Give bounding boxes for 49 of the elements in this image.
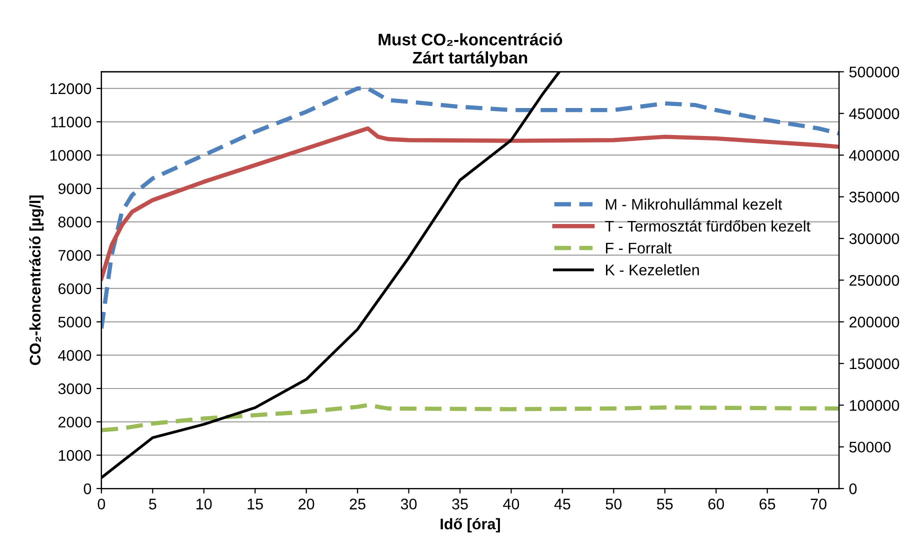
y-axis-title: CO₂-koncentráció [µg/l] xyxy=(29,196,44,365)
chart-title: Must CO₂-koncentráció Zárt tartályban xyxy=(378,33,562,67)
y-tick-label: 10000 xyxy=(50,150,92,161)
x-tick-label: 70 xyxy=(810,498,826,510)
y2-tick-label: 150000 xyxy=(850,358,900,370)
y-tick-label: 11000 xyxy=(52,116,92,128)
y-tick-label: 6000 xyxy=(58,283,92,294)
y-tick-label: 9000 xyxy=(58,183,92,194)
x-tick-label: 15 xyxy=(248,498,263,510)
y-tick-label: 4000 xyxy=(58,350,92,361)
y-tick-label: 1000 xyxy=(58,450,92,461)
x-tick-label: 65 xyxy=(760,498,776,510)
y-tick-label: 3000 xyxy=(58,383,92,394)
x-tick-label: 55 xyxy=(656,498,673,510)
y-tick-label: 2000 xyxy=(58,416,92,428)
y2-tick-label: 400000 xyxy=(849,150,900,161)
y-tick-label: 8000 xyxy=(58,216,92,228)
y-tick-label: 5000 xyxy=(58,316,92,328)
line-series xyxy=(101,403,840,432)
y-tick-label: 7000 xyxy=(58,250,92,261)
x-tick-label: 30 xyxy=(400,498,417,510)
y2-tick-label: 100000 xyxy=(850,400,900,411)
legend-label: M - Mikrohullámmal kezelt xyxy=(606,198,782,210)
x-tick-label: 50 xyxy=(606,498,622,510)
x-axis-title: Idő [óra] xyxy=(440,518,500,532)
y2-tick-label: 200000 xyxy=(850,316,900,328)
y2-tick-label: 300000 xyxy=(849,233,900,244)
x-tick-label: 40 xyxy=(503,498,520,510)
y2-tick-label: 250000 xyxy=(850,275,900,286)
legend-label: K - Kezeletlen xyxy=(606,264,699,276)
line-series xyxy=(101,86,840,331)
legend-label: F - Forralt xyxy=(606,242,672,254)
x-tick-label: 35 xyxy=(452,498,468,510)
line-series xyxy=(101,126,840,281)
y-tick-label: 0 xyxy=(84,483,92,494)
y2-tick-label: 500000 xyxy=(849,66,900,78)
x-tick-label: 60 xyxy=(708,498,724,510)
x-tick-label: 25 xyxy=(350,498,366,510)
y2-tick-label: 0 xyxy=(849,483,857,494)
x-tick-label: 5 xyxy=(149,498,156,510)
x-tick-label: 0 xyxy=(98,498,106,510)
x-tick-label: 45 xyxy=(554,498,570,510)
x-tick-label: 20 xyxy=(298,498,314,510)
y-tick-label: 12000 xyxy=(50,83,92,94)
y2-tick-label: 50000 xyxy=(849,442,891,453)
legend-label: T - Termosztát fürdőben kezelt xyxy=(605,220,810,232)
y2-tick-label: 450000 xyxy=(849,108,900,120)
x-tick-label: 10 xyxy=(196,498,212,510)
y2-tick-label: 350000 xyxy=(849,192,900,202)
